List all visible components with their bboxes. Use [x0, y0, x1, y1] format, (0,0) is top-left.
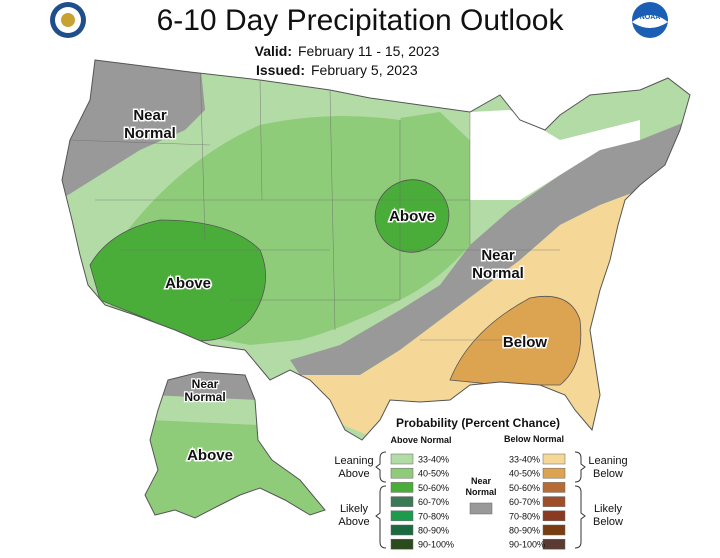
issued-value: February 5, 2023: [311, 62, 418, 78]
region-ak-above-33-40: [150, 395, 258, 425]
legend-below-rows: 33-40% 40-50% 50-60% 60-70% 70-80% 80-90% 90-1…: [509, 453, 566, 550]
region-se-below-40-50: [449, 295, 582, 386]
legend: Probability (Percent Chance) Above Norma…: [334, 416, 627, 550]
legend-above-row-range: 90-100%: [418, 540, 454, 550]
legend-below-row-swatch: [542, 496, 566, 507]
legend-below-row-range: 60-70%: [509, 497, 540, 507]
legend-below-row-range: 70-80%: [509, 511, 540, 521]
noaa-logo: NOAA: [632, 2, 668, 38]
legend-likely-above-2: Above: [338, 516, 369, 528]
region-east-near-normal: [290, 120, 690, 375]
legend-likely-below-1: Likely: [594, 503, 623, 515]
alaska-outline: [144, 371, 326, 519]
legend-below-row-range: 33-40%: [509, 455, 540, 465]
legend-near-label-1: Near: [471, 476, 492, 486]
legend-brace-leaning-below: [574, 451, 586, 483]
legend-below-row-swatch: [542, 524, 566, 536]
label-east-near-normal-1: Near: [481, 247, 515, 264]
legend-above-header: Above Normal: [390, 435, 451, 445]
legend-leaning-above-1: Leaning: [334, 455, 373, 467]
label-ak-above: Above: [187, 447, 233, 464]
legend-below-row-swatch: [542, 510, 566, 522]
legend-below-row-swatch: [542, 482, 566, 493]
legend-below-header: Below Normal: [504, 434, 564, 444]
legend-likely-above-1: Likely: [340, 503, 369, 515]
legend-leaning-above-2: Above: [338, 468, 369, 480]
label-mw-above: Above: [389, 208, 435, 225]
legend-below-row-swatch: [542, 467, 566, 479]
conus-outline: [61, 59, 691, 441]
legend-above-row-swatch: [390, 467, 414, 479]
legend-above-row-range: 70-80%: [418, 511, 449, 521]
label-ak-near-normal-1: Near: [192, 377, 219, 391]
legend-near-label-2: Normal: [465, 487, 496, 497]
label-sw-above: Above: [165, 275, 211, 292]
legend-above-row-swatch: [390, 524, 414, 536]
legend-below-row-range: 90-100%: [509, 540, 545, 550]
legend-below-row-swatch: [542, 538, 566, 550]
legend-above-row-swatch: [390, 453, 414, 465]
issued-label: Issued:: [256, 62, 305, 78]
legend-brace-leaning-above: [375, 451, 387, 483]
legend-above-row-swatch: [390, 482, 414, 493]
legend-above-row-range: 60-70%: [418, 497, 449, 507]
label-se-below: Below: [503, 334, 548, 351]
legend-below-row-swatch: [542, 453, 566, 465]
nws-seal-logo: [50, 2, 86, 38]
label-nw-near-normal-1: Near: [133, 107, 167, 124]
legend-leaning-below-1: Leaning: [588, 455, 627, 467]
legend-above-row-swatch: [390, 510, 414, 522]
region-mw-above-50-60: [374, 179, 450, 253]
legend-leaning-below-2: Below: [593, 468, 623, 480]
label-east-near-normal-2: Normal: [472, 265, 524, 282]
legend-brace-likely-above: [375, 485, 387, 549]
legend-likely-below-2: Below: [593, 516, 623, 528]
legend-below-row-range: 50-60%: [509, 483, 540, 493]
legend-near-normal-swatch: [469, 502, 493, 515]
legend-above-rows: 33-40% 40-50% 50-60% 60-70% 70-80% 80-90% 90-1…: [390, 453, 454, 550]
legend-above-row-range: 50-60%: [418, 483, 449, 493]
legend-above-row-swatch: [390, 496, 414, 507]
legend-above-row-range: 40-50%: [418, 469, 449, 479]
legend-below-row-range: 40-50%: [509, 469, 540, 479]
legend-above-row-range: 80-90%: [418, 526, 449, 536]
legend-title: Probability (Percent Chance): [396, 416, 560, 430]
valid-value: February 11 - 15, 2023: [298, 43, 440, 59]
svg-text:NOAA: NOAA: [640, 14, 661, 21]
label-nw-near-normal-2: Normal: [124, 125, 176, 142]
alaska-map: [145, 372, 325, 518]
label-ak-near-normal-2: Normal: [184, 390, 225, 404]
legend-below-row-range: 80-90%: [509, 526, 540, 536]
legend-above-row-range: 33-40%: [418, 455, 449, 465]
valid-label: Valid:: [255, 43, 292, 59]
legend-above-row-swatch: [390, 538, 414, 550]
page-title: 6-10 Day Precipitation Outlook: [157, 4, 565, 37]
conus-map: [62, 60, 690, 440]
legend-brace-likely-below: [574, 485, 586, 549]
